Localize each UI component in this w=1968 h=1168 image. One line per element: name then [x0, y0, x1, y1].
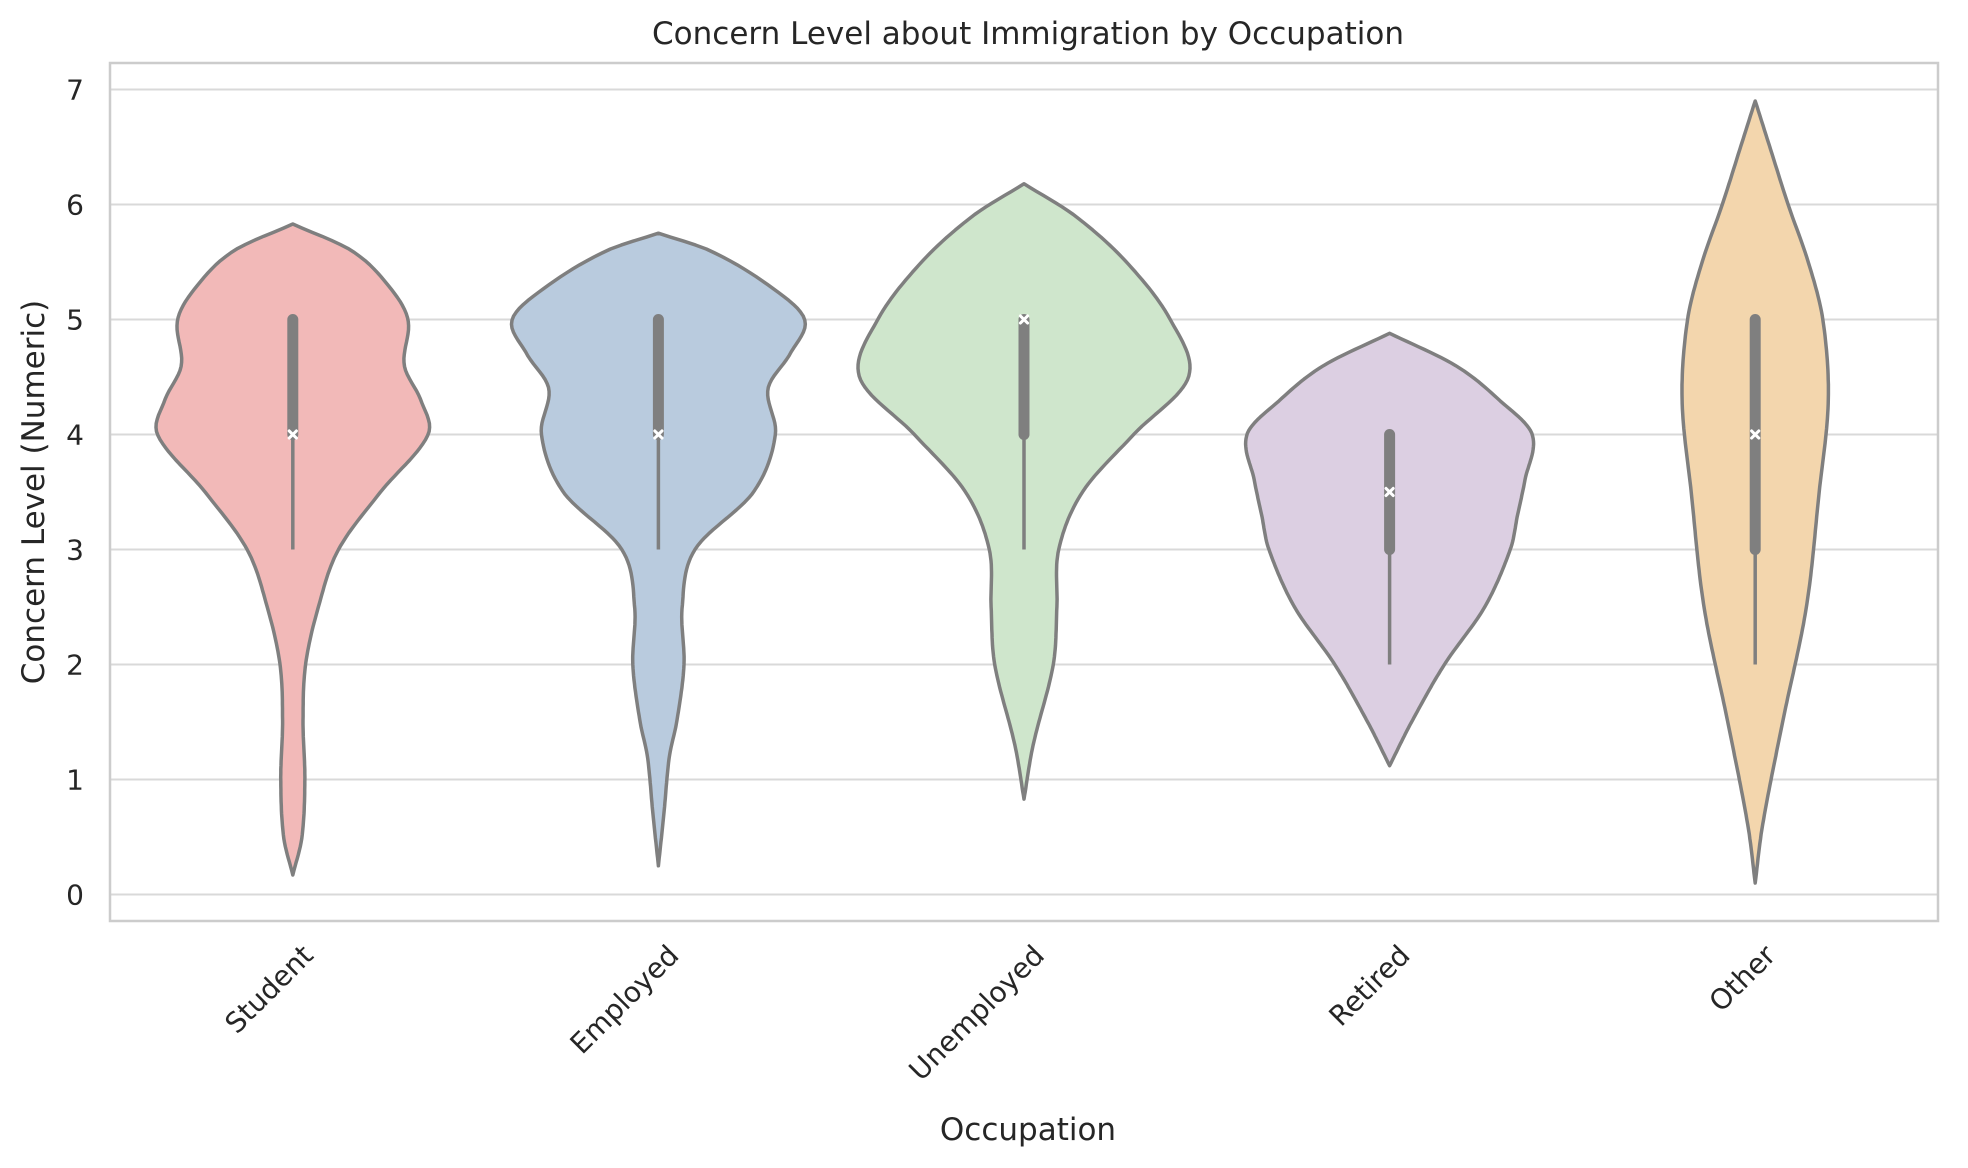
y-tick-label: 5 [66, 303, 84, 336]
y-axis-ticks: 0 1 2 3 4 5 6 7 [66, 73, 84, 911]
median-marker [287, 429, 298, 440]
median-marker [1384, 486, 1395, 498]
chart-title: Concern Level about Immigration by Occup… [652, 16, 1404, 52]
x-tick-label: Other [1703, 938, 1783, 1018]
x-tick-label: Employed [564, 939, 686, 1061]
y-tick-label: 7 [66, 73, 84, 106]
median-marker [1750, 429, 1761, 440]
violin-other [1680, 99, 1831, 885]
violin-student [154, 222, 432, 877]
x-axis-ticks: Student Employed Unemployed Retired Other [218, 938, 1782, 1087]
plot-frame [108, 61, 1940, 923]
y-axis-label: Concern Level (Numeric) [16, 300, 52, 684]
x-tick-label: Student [218, 939, 319, 1040]
y-tick-label: 2 [66, 649, 84, 682]
violin-employed [509, 231, 808, 868]
y-tick-label: 6 [66, 188, 84, 221]
y-tick-label: 0 [66, 879, 84, 912]
y-tick-label: 1 [66, 764, 84, 797]
violin-retired [1243, 331, 1536, 768]
y-tick-label: 4 [66, 418, 84, 451]
violin-unemployed [856, 182, 1192, 801]
violin-layer [154, 99, 1831, 885]
x-axis-label: Occupation [940, 1112, 1116, 1148]
x-tick-label: Retired [1322, 939, 1416, 1033]
median-marker [1018, 314, 1030, 325]
x-tick-label: Unemployed [902, 939, 1050, 1087]
median-marker [653, 429, 664, 440]
y-tick-label: 3 [66, 534, 84, 567]
